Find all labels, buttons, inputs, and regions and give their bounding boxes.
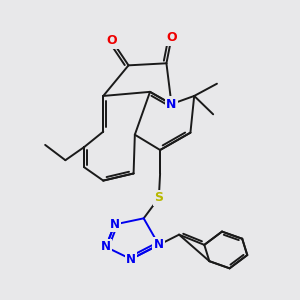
Text: O: O [166, 31, 177, 44]
Text: S: S [154, 191, 163, 204]
Text: N: N [166, 98, 177, 111]
Text: N: N [101, 240, 111, 254]
Text: N: N [110, 218, 120, 231]
Text: N: N [154, 238, 164, 251]
Text: O: O [107, 34, 117, 47]
Text: N: N [126, 253, 136, 266]
